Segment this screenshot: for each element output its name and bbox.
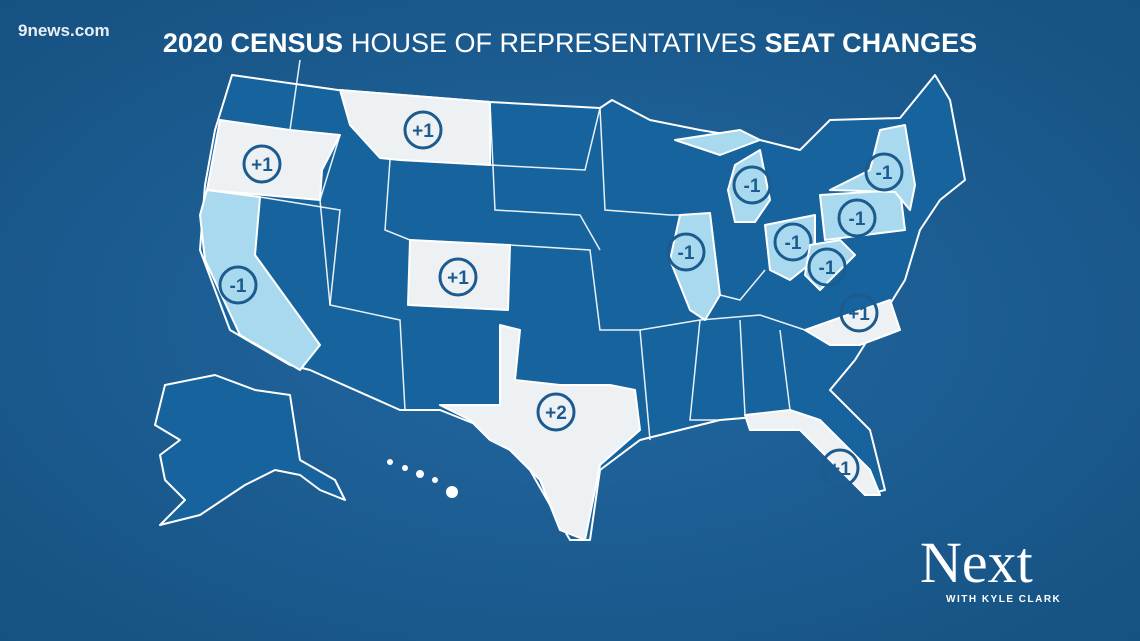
hawaii [387, 459, 458, 498]
badge [837, 198, 877, 238]
border [689, 319, 720, 421]
state-borders [259, 59, 806, 441]
badge [536, 392, 576, 432]
island [446, 486, 458, 498]
state [339, 89, 491, 166]
border [639, 314, 806, 331]
border [739, 319, 746, 416]
title-bold: SEAT CHANGES [765, 28, 978, 58]
seat-change-label: +1 [829, 459, 851, 480]
island [387, 459, 393, 465]
badge [820, 448, 860, 488]
state [439, 324, 641, 541]
border [599, 107, 680, 216]
badge [242, 144, 282, 184]
badge [438, 257, 478, 297]
badge [773, 222, 813, 262]
seat-change-label: -1 [230, 276, 247, 297]
badge [732, 165, 772, 205]
border [289, 59, 301, 131]
seat-change-label: +2 [545, 403, 567, 424]
seat-change-label: +1 [251, 155, 273, 176]
border [489, 107, 601, 171]
title-bold: 2020 CENSUS [163, 28, 343, 58]
brand-tagline: WITH KYLE CLARK [946, 594, 1061, 605]
brand-name: Next [920, 530, 1033, 595]
border [384, 159, 651, 441]
border [489, 101, 601, 251]
island [416, 470, 424, 478]
seat-change-label: +1 [412, 121, 434, 142]
state [744, 409, 881, 496]
badge [218, 265, 258, 305]
state [407, 239, 511, 311]
badge [666, 232, 706, 272]
seat-change-label: -1 [849, 209, 866, 230]
logo: 9news.com [18, 21, 110, 40]
seat-change-label: -1 [678, 243, 695, 264]
us-map [154, 59, 966, 541]
border [719, 269, 766, 301]
seat-change-label: -1 [785, 233, 802, 254]
changed-states: +1 +1 -1 +1 +2 -1 -1 -1 -1 -1 -1 +1 +1 [199, 89, 916, 541]
seat-change-label: -1 [744, 176, 761, 197]
seat-change-label: +1 [447, 268, 469, 289]
seat-change-label: -1 [876, 163, 893, 184]
border [259, 196, 341, 306]
badge [403, 110, 443, 150]
seat-change-label: -1 [819, 258, 836, 279]
title: 2020 CENSUS HOUSE OF REPRESENTATIVES SEAT … [163, 28, 977, 58]
alaska [154, 374, 346, 526]
badge [839, 293, 879, 333]
island [402, 465, 408, 471]
title-regular: HOUSE OF REPRESENTATIVES [351, 28, 757, 58]
border [779, 329, 791, 411]
badge [864, 152, 904, 192]
michigan-upper [674, 129, 761, 156]
badge [807, 247, 847, 287]
island [432, 477, 438, 483]
seat-change-label: +1 [848, 304, 870, 325]
state [199, 189, 321, 371]
